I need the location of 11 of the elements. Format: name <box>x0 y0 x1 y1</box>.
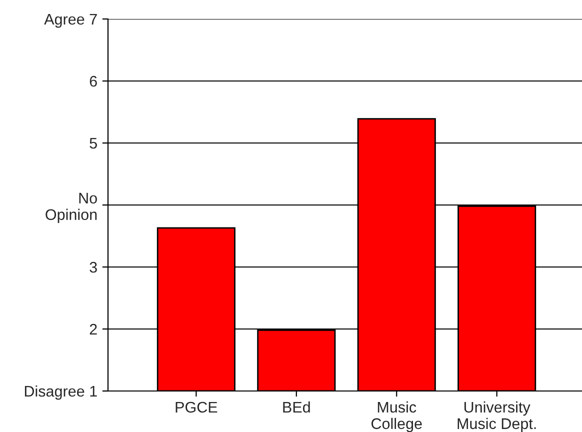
y-tick-label: 6 <box>90 76 97 87</box>
y-tick-label: 3 <box>90 262 97 273</box>
x-tick-label: BEd <box>283 401 310 413</box>
y-tick-label: 2 <box>90 324 97 335</box>
x-tick-label: PGCE <box>176 402 218 413</box>
y-tick-label: No Opinion <box>46 192 97 224</box>
y-tick-label: Disagree 1 <box>24 385 97 400</box>
x-tick-label: University Music Dept. <box>458 401 536 432</box>
y-tick-label: 5 <box>90 138 97 149</box>
x-tick-label: Music College <box>371 401 422 432</box>
y-tick-label: Agree 7 <box>44 14 97 28</box>
